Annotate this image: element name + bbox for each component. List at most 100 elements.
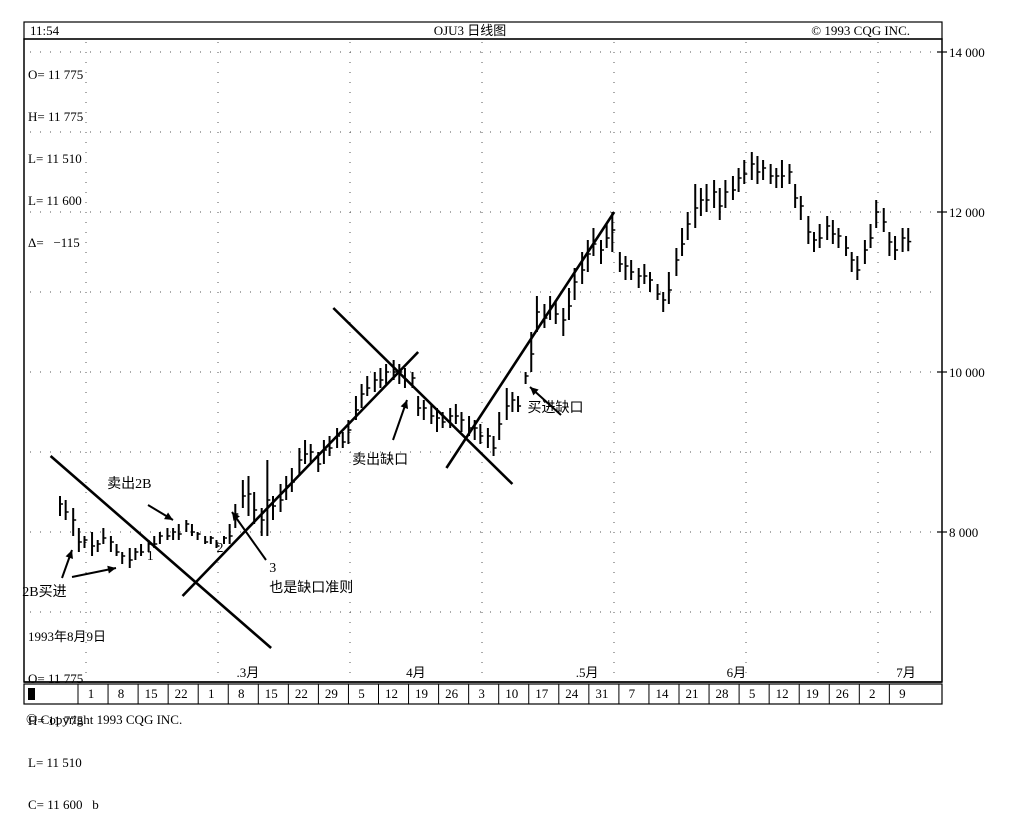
- price-bar: [739, 168, 742, 192]
- quote-row: L= 11 510: [28, 756, 106, 770]
- price-bar: [324, 440, 327, 464]
- date-tick: 24: [565, 686, 579, 701]
- price-bar: [267, 460, 270, 536]
- price-bar: [367, 376, 370, 396]
- price-bar: [418, 396, 421, 416]
- price-bar: [424, 400, 427, 420]
- y-tick-label: 8 000: [949, 525, 978, 540]
- chart-annotation: 买进缺口: [527, 400, 583, 416]
- date-tick: 8: [118, 686, 125, 701]
- quote-row: H= 11 775: [28, 110, 83, 124]
- date-tick: 9: [899, 686, 906, 701]
- y-tick-label: 12 000: [949, 205, 985, 220]
- date-tick: 7: [629, 686, 636, 701]
- plot-frame: [24, 39, 942, 682]
- date-tick: 1: [208, 686, 215, 701]
- quote-row: O= 11 775: [28, 672, 106, 686]
- price-bar: [601, 240, 604, 264]
- price-bar: [752, 152, 755, 180]
- date-tick: 28: [716, 686, 729, 701]
- date-tick: 15: [145, 686, 158, 701]
- arrowhead: [401, 400, 408, 409]
- date-tick: 5: [749, 686, 756, 701]
- date-tick: 22: [175, 686, 188, 701]
- month-label: .5月: [576, 665, 599, 680]
- price-bar: [895, 236, 898, 260]
- date-tick: 19: [806, 686, 819, 701]
- price-bar: [865, 240, 868, 264]
- quote-row: Δ= −115: [28, 236, 83, 250]
- price-bar: [160, 532, 163, 544]
- annotation-arrow: [148, 505, 173, 520]
- price-bar: [556, 300, 559, 324]
- price-bar: [631, 260, 634, 280]
- price-bar: [801, 196, 804, 220]
- price-bar: [122, 552, 125, 564]
- chart-annotation: 2B买进: [22, 584, 66, 600]
- date-tick: 21: [686, 686, 699, 701]
- price-bar: [380, 368, 383, 388]
- price-bar: [827, 216, 830, 240]
- price-bar: [833, 220, 836, 244]
- quote-row: O= 11 775: [28, 68, 83, 82]
- price-bar: [857, 256, 860, 280]
- price-bar: [569, 288, 572, 320]
- price-bar: [846, 236, 849, 256]
- price-bar: [889, 232, 892, 256]
- chart-annotation: 卖出缺口: [352, 452, 408, 468]
- price-bar: [518, 396, 521, 412]
- price-bars: [60, 152, 911, 568]
- price-bar: [526, 372, 529, 384]
- quote-date: 1993年8月9日: [28, 630, 106, 644]
- price-bar: [644, 264, 647, 284]
- price-bar: [814, 232, 817, 252]
- price-bar: [499, 412, 502, 440]
- price-bar: [480, 424, 483, 444]
- y-tick-label: 10 000: [949, 365, 985, 380]
- price-bar: [98, 540, 101, 552]
- trendline: [446, 212, 614, 468]
- price-bar: [903, 228, 906, 252]
- chart-annotation: 卖出2B: [107, 476, 151, 492]
- price-bar: [776, 168, 779, 188]
- price-bar: [456, 404, 459, 424]
- quote-row: L= 11 600: [28, 194, 83, 208]
- price-bar: [563, 308, 566, 336]
- quote-row: C= 11 600 b: [28, 798, 106, 812]
- price-bar: [60, 496, 63, 516]
- price-bar: [494, 436, 497, 456]
- price-bar: [507, 388, 510, 420]
- price-bar: [725, 180, 728, 208]
- date-tick: 8: [238, 686, 245, 701]
- price-bar: [720, 188, 723, 220]
- price-bar: [362, 384, 365, 408]
- annotation-arrow: [72, 566, 116, 577]
- date-tick: 2: [869, 686, 876, 701]
- date-tick: 26: [836, 686, 850, 701]
- date-tick: 5: [358, 686, 365, 701]
- price-bar: [488, 428, 491, 448]
- date-tick: 14: [655, 686, 669, 701]
- price-bar: [66, 500, 69, 520]
- price-bar: [733, 176, 736, 200]
- date-tick: 22: [295, 686, 308, 701]
- price-bar: [130, 548, 133, 568]
- month-label: 4月: [406, 665, 426, 680]
- chart-annotation: 3: [269, 561, 276, 576]
- chart-annotation: 2: [216, 541, 223, 556]
- price-bar: [186, 520, 189, 532]
- price-bar: [111, 536, 114, 552]
- price-bar: [607, 224, 610, 248]
- date-tick: 3: [478, 686, 485, 701]
- price-bar: [795, 184, 798, 208]
- price-bar: [626, 256, 629, 280]
- arrowhead: [107, 566, 116, 574]
- footer-text: Copyright 1993 CQG INC.: [41, 712, 183, 727]
- price-bar: [375, 372, 378, 392]
- price-bar: [676, 248, 679, 276]
- quote-panel-top: O= 11 775 H= 11 775 L= 11 510 L= 11 600 …: [28, 40, 83, 264]
- price-bar: [249, 476, 252, 516]
- price-bar: [92, 532, 95, 556]
